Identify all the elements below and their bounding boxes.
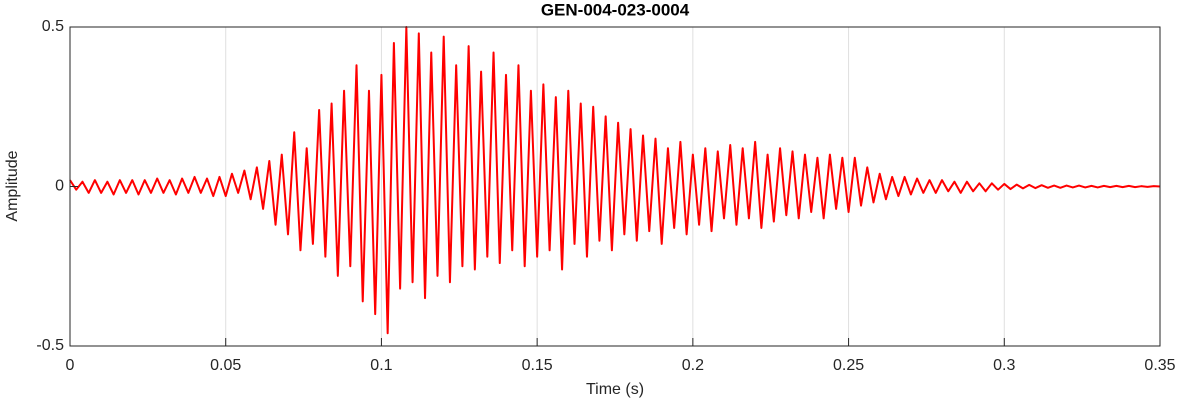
y-tick-label: 0.5 bbox=[42, 18, 64, 35]
x-tick-label: 0.15 bbox=[522, 357, 553, 374]
y-tick-label: 0 bbox=[55, 178, 64, 195]
x-tick-label: 0.25 bbox=[833, 357, 864, 374]
y-tick-label: -0.5 bbox=[36, 337, 64, 354]
x-tick-label: 0.1 bbox=[370, 357, 392, 374]
x-tick-label: 0.2 bbox=[682, 357, 704, 374]
x-tick-label: 0.3 bbox=[993, 357, 1015, 374]
x-tick-label: 0.05 bbox=[210, 357, 241, 374]
x-axis-label: Time (s) bbox=[586, 381, 644, 398]
x-tick-label: 0 bbox=[66, 357, 75, 374]
lines bbox=[69, 26, 1161, 335]
chart-title: GEN-004-023-0004 bbox=[541, 0, 690, 19]
y-axis-label: Amplitude bbox=[4, 150, 21, 221]
data-line bbox=[69, 26, 1161, 335]
x-tick-label: 0.35 bbox=[1144, 357, 1175, 374]
